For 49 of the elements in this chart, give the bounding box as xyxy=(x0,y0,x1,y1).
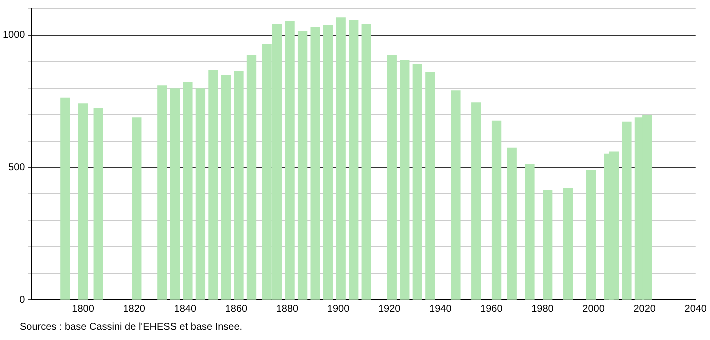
bar xyxy=(324,25,334,300)
bar xyxy=(158,86,168,300)
bar xyxy=(170,88,180,300)
bar xyxy=(563,188,574,300)
bar xyxy=(298,31,308,300)
bar xyxy=(246,55,257,300)
y-tick-label: 1000 xyxy=(2,30,26,42)
bar xyxy=(196,88,206,300)
y-tick-label: 500 xyxy=(8,162,26,174)
bar xyxy=(78,104,88,300)
x-tick-label: 1840 xyxy=(174,304,197,315)
bar xyxy=(622,122,632,300)
x-tick-label: 1860 xyxy=(225,304,248,315)
bar xyxy=(310,27,320,300)
bar xyxy=(60,98,70,300)
x-tick-label: 2020 xyxy=(634,304,656,315)
bar xyxy=(234,71,244,300)
bar xyxy=(472,102,482,300)
x-tick-label: 1880 xyxy=(276,304,300,315)
bar xyxy=(426,72,436,300)
bar xyxy=(525,164,535,300)
x-tick-label: 1900 xyxy=(327,304,350,315)
bar xyxy=(362,24,372,300)
bar xyxy=(336,18,346,300)
bar xyxy=(412,64,422,300)
bar xyxy=(586,170,596,300)
bar xyxy=(94,108,104,300)
bar xyxy=(387,55,397,300)
x-tick-label: 1940 xyxy=(430,304,452,315)
x-tick-label: 1980 xyxy=(532,304,554,315)
y-tick-label: 0 xyxy=(20,294,26,306)
x-tick-label: 1920 xyxy=(378,304,402,315)
bar xyxy=(492,120,502,300)
x-tick-label: 2040 xyxy=(684,304,708,315)
x-tick-label: 2000 xyxy=(582,304,606,315)
source-note: Sources : base Cassini de l'EHESS et base Insee. xyxy=(20,322,243,333)
bar xyxy=(183,82,193,300)
x-tick-label: 1800 xyxy=(72,304,95,315)
x-tick-label: 1960 xyxy=(480,304,504,315)
x-tick-label: 1820 xyxy=(123,304,146,315)
bar xyxy=(132,118,142,300)
bar xyxy=(221,75,232,300)
bar xyxy=(208,70,218,300)
bar xyxy=(285,21,295,300)
bar xyxy=(507,148,517,300)
bar xyxy=(400,60,410,300)
bar xyxy=(543,190,553,300)
bar xyxy=(349,20,359,300)
bar xyxy=(451,90,461,300)
